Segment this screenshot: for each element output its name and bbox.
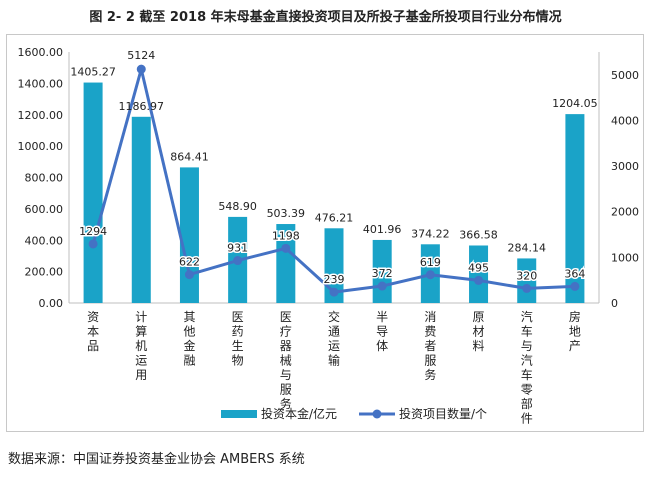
left-axis-tick-label: 1400.00 xyxy=(18,77,64,90)
line-point xyxy=(570,281,580,291)
left-axis-tick-label: 1600.00 xyxy=(18,46,64,59)
bar-data-label: 864.41 xyxy=(170,150,209,163)
bar-data-label: 503.39 xyxy=(267,207,306,220)
chart-title: 图 2- 2 截至 2018 年末母基金直接投资项目及所投子基金所投项目行业分布… xyxy=(89,10,562,25)
bar xyxy=(131,116,151,303)
line-point xyxy=(329,287,339,297)
left-axis-tick-label: 600.00 xyxy=(25,203,64,216)
right-axis-tick-label: 4000 xyxy=(611,114,639,127)
bar-data-label: 1204.05 xyxy=(552,97,598,110)
line-data-label: 320 xyxy=(516,269,537,282)
right-axis-tick-label: 2000 xyxy=(611,206,639,219)
left-axis-tick-label: 400.00 xyxy=(25,234,64,247)
category-label: 交通运输 xyxy=(328,309,340,368)
bar xyxy=(83,82,103,303)
category-label: 计算机运用 xyxy=(135,310,147,382)
line-data-label: 239 xyxy=(324,273,345,286)
line-data-label: 622 xyxy=(179,256,200,269)
legend-line-label: 投资项目数量/个 xyxy=(399,406,487,421)
category-label: 其他金融 xyxy=(183,310,195,368)
legend-line-marker xyxy=(372,409,382,419)
bar xyxy=(324,228,344,303)
bar-data-label: 476.21 xyxy=(315,211,354,224)
bar xyxy=(517,258,537,303)
bar-data-label: 1186.97 xyxy=(119,100,165,113)
bar xyxy=(179,167,199,303)
line-point xyxy=(184,270,194,280)
bar-data-label: 1405.27 xyxy=(70,66,116,79)
category-label: 消费者服务 xyxy=(424,310,436,382)
category-label: 房地产 xyxy=(569,309,581,353)
left-axis-tick-label: 1200.00 xyxy=(18,109,64,122)
category-label: 半导体 xyxy=(376,310,388,353)
line-data-label: 619 xyxy=(420,256,441,269)
left-axis-tick-label: 1000.00 xyxy=(18,140,64,153)
line-data-label: 5124 xyxy=(127,49,155,62)
category-label: 资本品 xyxy=(87,310,99,353)
line-point xyxy=(425,270,435,280)
right-axis-tick-label: 3000 xyxy=(611,160,639,173)
line-data-label: 364 xyxy=(564,267,585,280)
right-axis-tick-label: 5000 xyxy=(611,69,639,82)
right-axis-tick-label: 1000 xyxy=(611,251,639,264)
line-data-label: 495 xyxy=(468,261,489,274)
bar xyxy=(469,245,489,303)
left-axis-tick-label: 800.00 xyxy=(25,172,64,185)
bar-data-label: 366.58 xyxy=(459,228,498,241)
line-data-label: 931 xyxy=(227,242,248,255)
bar-data-label: 374.22 xyxy=(411,227,450,240)
bar-data-label: 548.90 xyxy=(218,200,257,213)
right-axis-tick-label: 0 xyxy=(611,297,618,310)
bar-data-label: 284.14 xyxy=(507,241,546,254)
line-point xyxy=(136,64,146,74)
line-data-label: 372 xyxy=(372,267,393,280)
line-point xyxy=(281,243,291,253)
line-point xyxy=(522,283,532,293)
legend-bar-label: 投资本金/亿元 xyxy=(261,406,337,421)
line-point xyxy=(233,256,243,266)
left-axis-tick-label: 0.00 xyxy=(39,297,64,310)
bar xyxy=(276,224,296,303)
chart-svg: 0.00 200.00 400.00 600.00 800.00 1000.00 1200.… xyxy=(18,46,640,426)
category-label: 原材料 xyxy=(473,310,485,353)
chart-container: 0.00 200.00 400.00 600.00 800.00 1000.00 1200.… xyxy=(6,34,644,432)
bar-data-label: 401.96 xyxy=(363,223,402,236)
left-axis-tick-label: 200.00 xyxy=(25,266,64,279)
line-point xyxy=(474,275,484,285)
category-label: 汽车与汽车零部件 xyxy=(521,309,533,426)
bar xyxy=(565,114,585,303)
line-data-label: 1198 xyxy=(272,229,300,242)
line-data-label: 1294 xyxy=(79,225,107,238)
data-source-note: 数据来源：中国证券投资基金业协会 AMBERS 系统 xyxy=(8,452,305,467)
category-label: 医疗器械与服务 xyxy=(280,310,292,411)
line-point xyxy=(88,239,98,249)
legend-bar-swatch xyxy=(221,410,257,418)
category-label: 医药生物 xyxy=(232,310,244,368)
line-point xyxy=(377,281,387,291)
